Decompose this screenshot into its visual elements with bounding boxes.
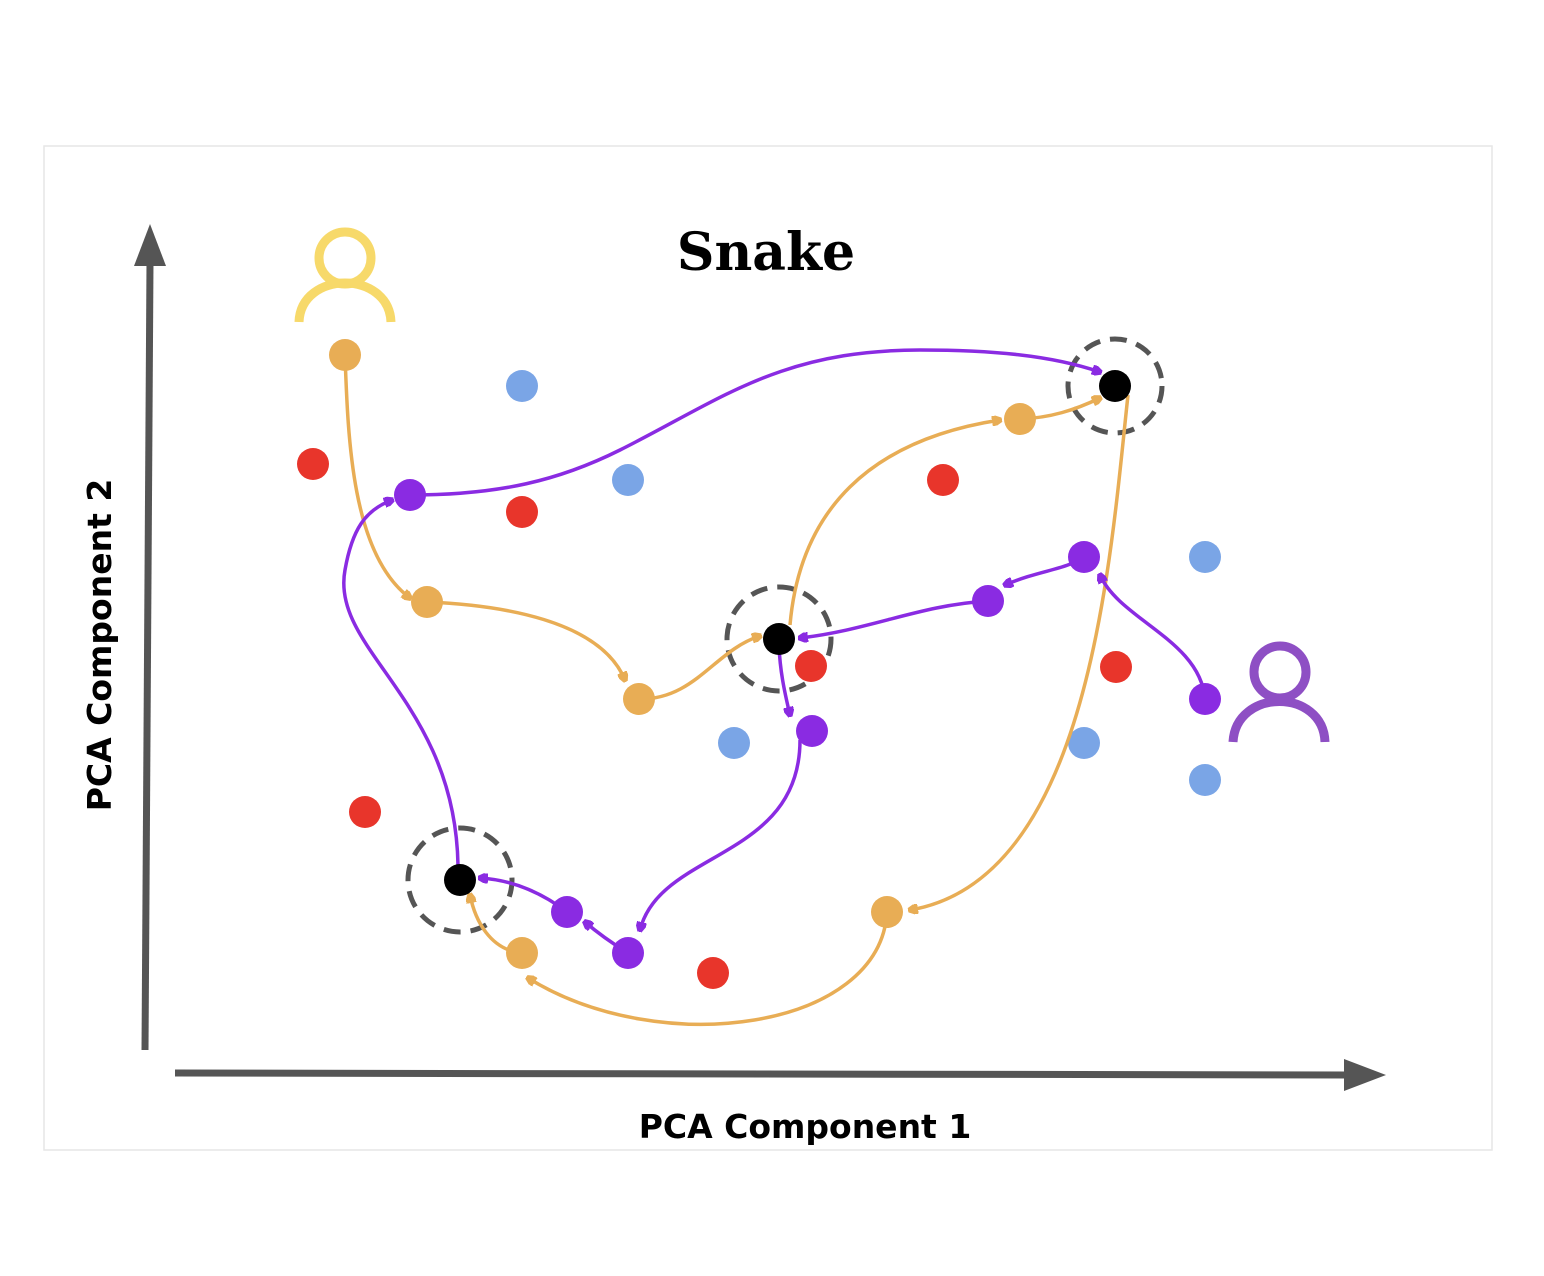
- blue-point: [1189, 764, 1221, 796]
- red-point: [795, 650, 827, 682]
- diagram-title: Snake: [677, 222, 855, 283]
- yellow-nodes: [329, 339, 1036, 969]
- key-point: [444, 864, 476, 896]
- red-point: [506, 496, 538, 528]
- yellow-path-segment: [910, 394, 1130, 910]
- x-axis-label: PCA Component 1: [639, 1107, 972, 1146]
- red-point: [349, 796, 381, 828]
- y-axis-label: PCA Component 2: [80, 479, 119, 812]
- key-point-ring: [405, 825, 515, 935]
- key-point: [1099, 370, 1131, 402]
- blue-point: [1068, 727, 1100, 759]
- yellow-path-segment: [638, 636, 760, 701]
- red-point: [297, 448, 329, 480]
- yellow-path-segment: [426, 600, 625, 680]
- y-axis-arrowhead: [134, 224, 166, 266]
- purple-node: [612, 937, 644, 969]
- blue-point: [1189, 541, 1221, 573]
- red-point: [1100, 651, 1132, 683]
- yellow-node: [623, 683, 655, 715]
- purple-node: [972, 585, 1004, 617]
- x-axis-line: [174, 1069, 1351, 1079]
- blue-point: [506, 370, 538, 402]
- y-axis-line: [141, 261, 154, 1051]
- red-point: [697, 957, 729, 989]
- key-point: [763, 623, 795, 655]
- purple-node: [1068, 541, 1100, 573]
- purple-node: [1189, 683, 1221, 715]
- yellow-path-segment: [343, 354, 410, 598]
- purple-path-segment: [409, 348, 1100, 497]
- purple-path-segment: [342, 500, 460, 866]
- x-axis-arrowhead: [1344, 1059, 1386, 1091]
- purple-path-segment: [800, 599, 989, 638]
- key-point-ring: [724, 584, 834, 694]
- purple-path-segment: [640, 739, 802, 930]
- key-point-ring: [1065, 336, 1165, 436]
- yellow-node: [329, 339, 361, 371]
- yellow-node: [411, 586, 443, 618]
- user-icon-body: [1228, 697, 1330, 743]
- yellow-path: [343, 354, 1130, 1027]
- user-icon: [294, 227, 396, 323]
- yellow-node: [506, 937, 538, 969]
- yellow-path-segment: [788, 420, 1000, 626]
- blue-point: [718, 727, 750, 759]
- yellow-path-segment: [528, 911, 889, 1027]
- yellow-node: [1004, 403, 1036, 435]
- purple-path-segment: [1100, 575, 1207, 700]
- purple-node: [551, 896, 583, 928]
- axes: [134, 224, 1386, 1091]
- red-point: [927, 464, 959, 496]
- purple-nodes: [394, 479, 1221, 969]
- purple-node: [394, 479, 426, 511]
- yellow-node: [871, 896, 903, 928]
- background-points: [297, 370, 1221, 989]
- user-icon: [1228, 641, 1330, 743]
- purple-node: [796, 715, 828, 747]
- user-icon-body: [294, 278, 396, 323]
- blue-point: [612, 464, 644, 496]
- key-points: [444, 370, 1131, 896]
